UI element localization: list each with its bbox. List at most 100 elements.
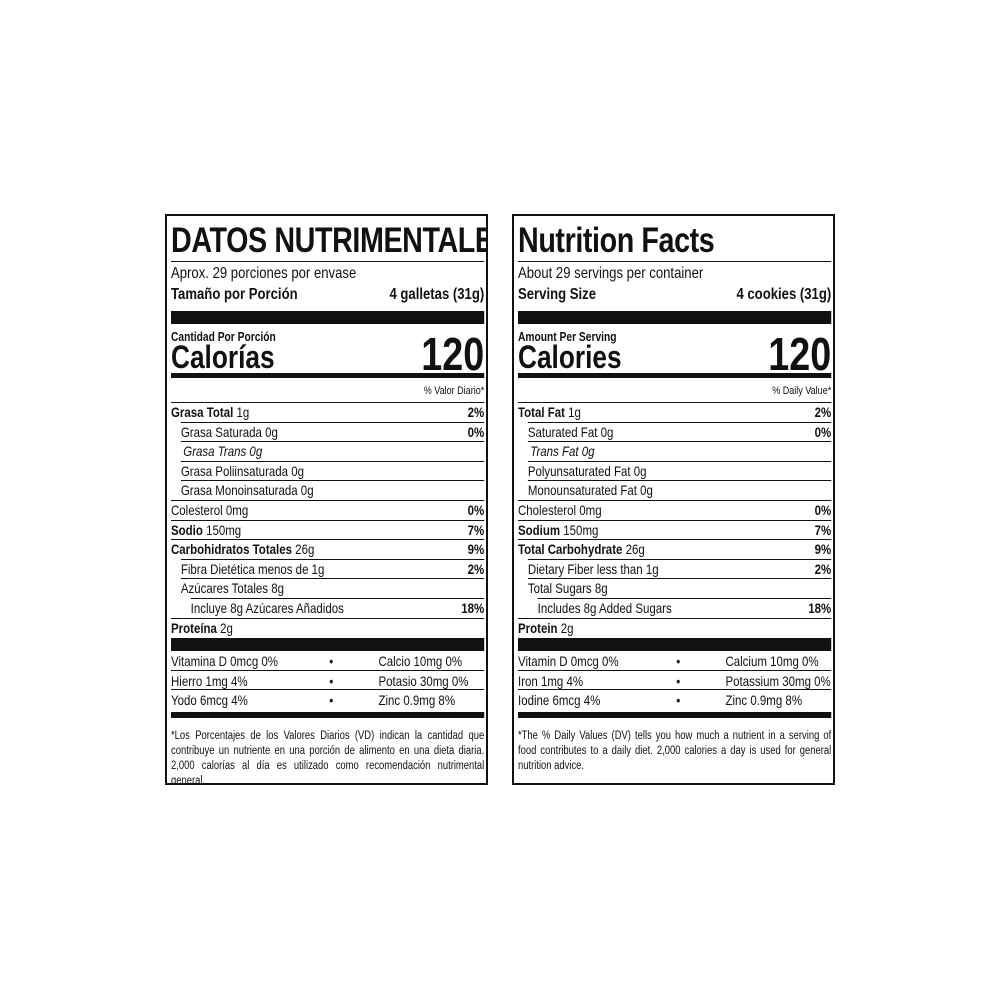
divider xyxy=(171,711,485,718)
nutrient-name: Grasa Total xyxy=(171,404,234,420)
vitamin-list: Vitamin D 0mcg 0% • Calcium 10mg 0% Iron 1m… xyxy=(518,651,832,709)
daily-value: 2% xyxy=(814,560,832,577)
nutrient-text: Dietary Fiber less than 1g xyxy=(527,560,659,577)
nutrient-amount: 2g xyxy=(560,619,574,636)
daily-value-header: % Daily Value* xyxy=(518,378,832,403)
nutrient: Total Sugars 8g xyxy=(528,579,608,598)
daily-value: 7% xyxy=(814,521,832,538)
vitamin-row: Iodine 6mcg 4% • Zinc 0.9mg 8% xyxy=(518,689,832,709)
amount-per-serving: Cantidad Por Porción xyxy=(171,330,276,344)
footnote: *Los Porcentajes de los Valores Diarios … xyxy=(171,729,485,785)
nutrient-row: Fibra Dietética menos de 1g 2% xyxy=(180,558,485,579)
nutrient: Protein 2g xyxy=(518,619,574,638)
nutrient-text: Total Sugars 8g xyxy=(527,580,608,597)
nutrient-text: Trans Fat 0g xyxy=(530,443,595,460)
nutrient: Grasa Poliinsaturada 0g xyxy=(181,462,304,481)
serving-size: Tamaño por Porción 4 galletas (31g) xyxy=(171,284,484,306)
calories: Calorías 120 xyxy=(171,331,484,377)
vitamin-row: Yodo 6mcg 4% • Zinc 0.9mg 8% xyxy=(171,689,485,709)
nutrient-row: Monounsaturated Fat 0g xyxy=(527,480,832,500)
vitamin-row: Vitamina D 0mcg 0% • Calcio 10mg 0% xyxy=(171,651,484,670)
nutrient: Total Carbohydrate 26g xyxy=(518,540,645,559)
divider xyxy=(518,373,832,378)
footnote: *The % Daily Values (DV) tells you how m… xyxy=(518,729,832,772)
nutrient: Dietary Fiber less than 1g xyxy=(528,560,659,579)
nutrient-amount: 1g xyxy=(236,404,250,420)
divider xyxy=(171,311,485,324)
daily-value: 2% xyxy=(467,404,485,420)
nutrient-name: Protein xyxy=(518,619,558,636)
vitamin-row: Iron 1mg 4% • Potassium 30mg 0% xyxy=(518,669,832,690)
calories-label: Calorías xyxy=(171,339,275,375)
label-title: Nutrition Facts xyxy=(518,216,832,262)
nutrient: Grasa Total 1g xyxy=(171,403,249,422)
nutrient-text: Polyunsaturated Fat 0g xyxy=(527,462,647,479)
calories-label: Calories xyxy=(518,339,622,375)
nutrient-text: Saturated Fat 0g xyxy=(527,423,614,440)
vitamin: Vitamina D 0mcg 0% xyxy=(171,653,278,670)
nutrient-row: Cholesterol 0mg 0% xyxy=(518,499,832,520)
nutrient-text: Incluye 8g Azúcares Añadidos xyxy=(190,599,344,616)
calories-value: 120 xyxy=(421,328,485,380)
vitamin: Vitamin D 0mcg 0% xyxy=(518,653,619,670)
daily-value: 0% xyxy=(814,501,832,518)
nutrient-row: Grasa Saturada 0g 0% xyxy=(180,421,485,442)
calories-value: 120 xyxy=(768,328,832,380)
vitamin: Potasio 30mg 0% xyxy=(378,672,469,689)
nutrient-text: Cholesterol 0mg xyxy=(518,501,602,518)
nutrient-text: Grasa Trans 0g xyxy=(183,443,263,460)
calories: Calories 120 xyxy=(518,331,831,377)
vitamin-row: Hierro 1mg 4% • Potasio 30mg 0% xyxy=(171,669,485,690)
daily-value: 18% xyxy=(461,599,485,616)
nutrient: Fibra Dietética menos de 1g xyxy=(181,560,325,579)
nutrient: Incluye 8g Azúcares Añadidos xyxy=(191,599,344,618)
vitamin: Calcium 10mg 0% xyxy=(725,653,819,670)
nutrient: Sodio 150mg xyxy=(171,521,241,540)
vitamin-row: Vitamin D 0mcg 0% • Calcium 10mg 0% xyxy=(518,651,831,670)
daily-value: 0% xyxy=(814,423,832,440)
nutrient-name: Sodium xyxy=(518,521,561,538)
amount-per-serving: Amount Per Serving xyxy=(518,330,617,344)
nutrient: Grasa Monoinsaturada 0g xyxy=(181,481,314,500)
divider xyxy=(171,373,485,378)
nutrient: Azúcares Totales 8g xyxy=(181,579,284,598)
vitamin: Hierro 1mg 4% xyxy=(171,672,248,689)
nutrition-label: DATOS NUTRIMENTALES Aprox. 29 porciones p… xyxy=(165,214,488,785)
separator: • xyxy=(676,653,681,670)
nutrient-amount: 150mg xyxy=(563,521,599,538)
nutrient: Monounsaturated Fat 0g xyxy=(528,481,653,500)
nutrient-name: Total Fat xyxy=(518,404,565,420)
divider xyxy=(171,638,485,652)
separator: • xyxy=(329,672,334,689)
nutrient-amount: 1g xyxy=(568,404,581,420)
nutrient-text: Grasa Saturada 0g xyxy=(180,423,278,440)
vitamin: Iron 1mg 4% xyxy=(518,672,584,689)
separator: • xyxy=(676,672,681,689)
nutrient-name: Proteína xyxy=(171,619,217,636)
nutrient: Proteína 2g xyxy=(171,619,233,638)
label-content: Nutrition Facts About 29 servings per con… xyxy=(518,216,832,774)
vitamin-list: Vitamina D 0mcg 0% • Calcio 10mg 0% Hierro … xyxy=(171,651,485,709)
daily-value: 9% xyxy=(467,541,485,558)
nutrient-row: Grasa Poliinsaturada 0g xyxy=(180,460,485,481)
nutrient: Includes 8g Added Sugars xyxy=(538,599,672,618)
nutrient: Sodium 150mg xyxy=(518,521,598,540)
nutrient: Trans Fat 0g xyxy=(528,442,595,461)
vitamin: Yodo 6mcg 4% xyxy=(171,692,248,709)
nutrient-text: Monounsaturated Fat 0g xyxy=(527,482,653,499)
nutrient-row: Incluye 8g Azúcares Añadidos 18% xyxy=(190,597,485,618)
nutrient-text: Includes 8g Added Sugars xyxy=(537,599,672,616)
daily-value-header: % Valor Diario* xyxy=(171,378,485,403)
nutrition-label: Nutrition Facts About 29 servings per con… xyxy=(512,214,835,785)
serving-size-label: Tamaño por Porción xyxy=(171,286,298,303)
nutrient-row: Azúcares Totales 8g xyxy=(180,578,485,598)
nutrient: Polyunsaturated Fat 0g xyxy=(528,462,647,481)
nutrient-row: Total Sugars 8g xyxy=(527,578,832,598)
daily-value: 2% xyxy=(814,404,832,420)
nutrient-text: Colesterol 0mg xyxy=(171,501,249,518)
divider xyxy=(518,311,832,324)
nutrient-row: Dietary Fiber less than 1g 2% xyxy=(527,558,832,579)
separator: • xyxy=(329,653,334,670)
daily-value: 2% xyxy=(467,560,485,577)
